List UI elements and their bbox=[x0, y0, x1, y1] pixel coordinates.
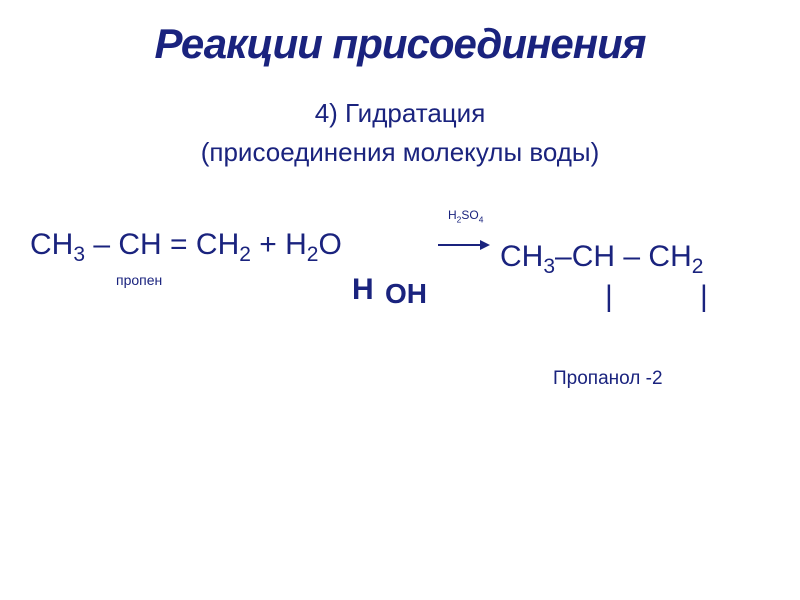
reactant-label: пропен bbox=[116, 272, 162, 288]
product-label: Пропанол -2 bbox=[553, 368, 663, 390]
water-h-fragment: H bbox=[352, 273, 374, 307]
product-bond-1: | bbox=[605, 280, 613, 314]
reactant-formula: CH3 – CH = CH2 + H2O bbox=[30, 228, 342, 267]
water-oh-fragment: OH bbox=[385, 278, 427, 310]
reaction-equation: CH3 – CH = CH2 + H2O пропен H OH H2SO4 C… bbox=[0, 228, 800, 428]
slide-title: Реакции присоединения bbox=[0, 0, 800, 68]
slide-subnote: (присоединения молекулы воды) bbox=[0, 137, 800, 168]
catalyst-label: H2SO4 bbox=[448, 208, 483, 224]
product-formula: CH3–CH – CH2 bbox=[500, 240, 703, 279]
reaction-arrow-icon bbox=[438, 244, 488, 246]
product-bond-2: | bbox=[700, 280, 708, 314]
slide-subtitle: 4) Гидратация bbox=[0, 98, 800, 129]
